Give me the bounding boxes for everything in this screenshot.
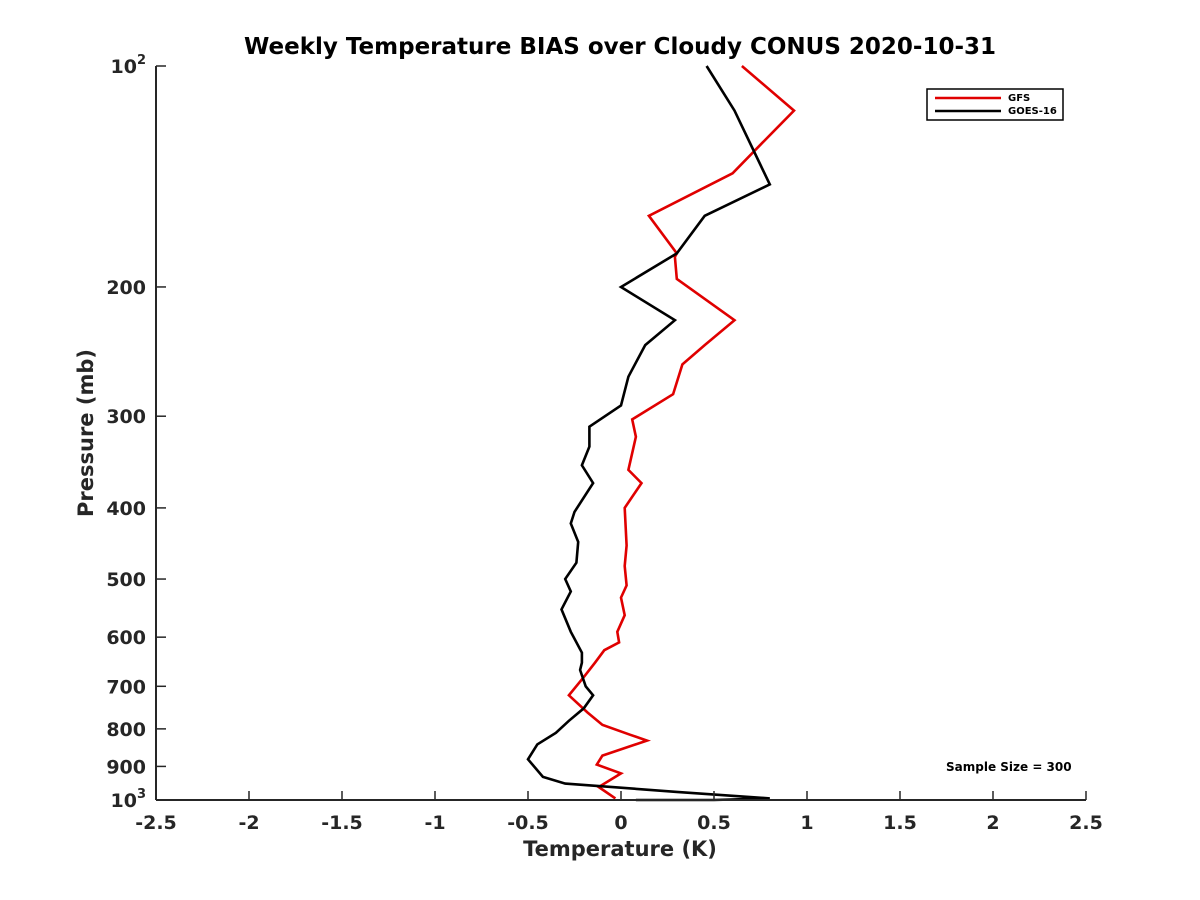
x-tick-label: 0.5: [697, 812, 731, 834]
chart-title: Weekly Temperature BIAS over Cloudy CONU…: [244, 34, 996, 60]
legend: GFS GOES-16: [926, 88, 1064, 121]
x-tick-label: -2.5: [135, 812, 177, 834]
x-tick-label: -1: [424, 812, 445, 834]
series-line-goes16: [526, 65, 772, 802]
y-tick-label: 600: [106, 627, 146, 649]
legend-label-goes16: GOES-16: [1008, 106, 1057, 117]
x-tick-label: 2.5: [1069, 812, 1103, 834]
x-axis-label: Temperature (K): [523, 837, 717, 861]
legend-label-gfs: GFS: [1008, 93, 1030, 104]
legend-box: [926, 88, 1064, 121]
axes: [155, 66, 1086, 801]
series-line-gfs: [567, 65, 796, 800]
y-axis-label: Pressure (mb): [74, 349, 98, 517]
x-tick-label: 1.5: [883, 812, 917, 834]
y-tick-label: 900: [106, 756, 146, 778]
series-layer: [526, 65, 796, 802]
y-tick-label: 800: [106, 719, 146, 741]
y-tick-label: 400: [106, 498, 146, 520]
x-tick-label: -1.5: [321, 812, 363, 834]
x-ticks: -2.5 -2 -1.5 -1 -0.5 0 0.5 1 1.5 2 2.5: [135, 791, 1103, 834]
x-tick-label: 1: [800, 812, 813, 834]
x-tick-label: 0: [614, 812, 627, 834]
sample-size-annotation: Sample Size = 300: [946, 760, 1072, 774]
y-tick-label: 500: [106, 569, 146, 591]
y-ticks: 102 200 300 400 500 600 700 800 900 103: [106, 53, 166, 812]
x-tick-label: 2: [986, 812, 999, 834]
y-tick-label: 103: [111, 787, 147, 812]
y-tick-label: 700: [106, 676, 146, 698]
x-tick-label: -0.5: [507, 812, 549, 834]
y-tick-label: 200: [106, 277, 146, 299]
x-tick-label: -2: [238, 812, 259, 834]
y-tick-label: 300: [106, 406, 146, 428]
y-tick-label: 102: [111, 53, 147, 78]
